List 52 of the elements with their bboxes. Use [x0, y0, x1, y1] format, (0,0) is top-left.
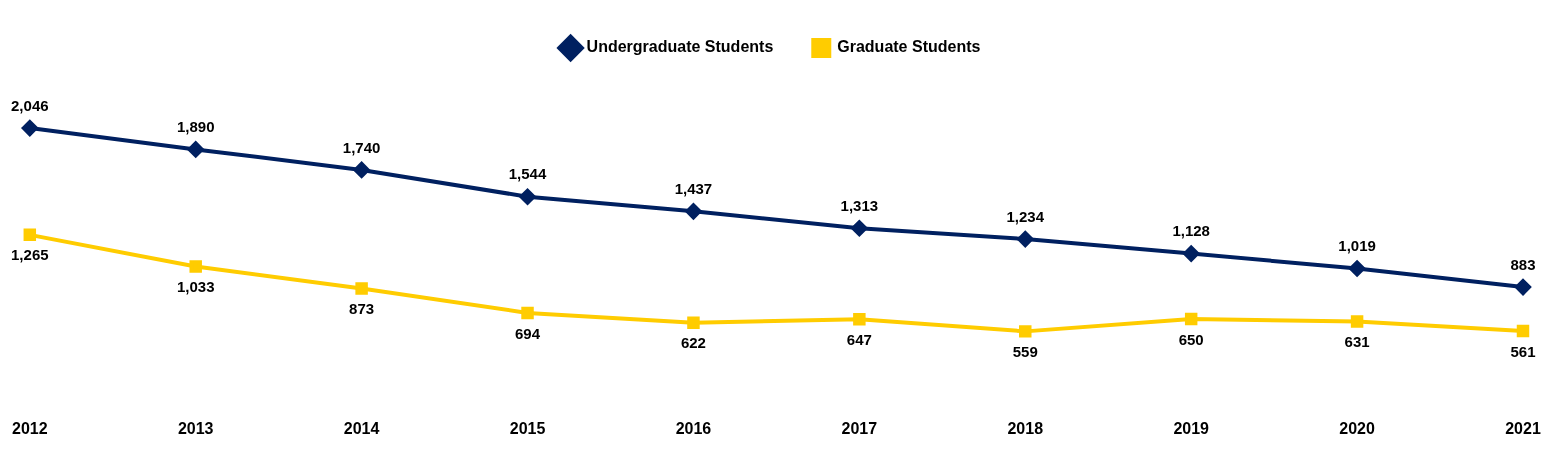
point: [1349, 260, 1366, 277]
data-label: 1,544: [508, 165, 547, 183]
data-label: 1,033: [176, 278, 215, 296]
point: [355, 282, 368, 295]
data-label: 1,313: [840, 196, 879, 214]
data-label: 631: [1344, 333, 1370, 351]
data-label: 1,740: [342, 138, 381, 156]
point: [189, 260, 202, 273]
point: [687, 316, 700, 329]
legend-label: Undergraduate Students: [586, 38, 774, 56]
point: [521, 306, 534, 320]
data-label: 622: [680, 334, 706, 352]
point: [685, 203, 702, 220]
point: [21, 120, 38, 137]
x-tick-label: 2020: [1339, 419, 1375, 437]
point: [23, 228, 37, 242]
point: [1515, 279, 1531, 296]
x-tick-label: 2017: [841, 419, 878, 437]
point: [353, 161, 370, 178]
data-label: 883: [1510, 255, 1536, 273]
x-tick-label: 2018: [1007, 419, 1044, 437]
point: [519, 188, 536, 205]
data-label: 559: [1012, 343, 1038, 361]
point: [1019, 325, 1032, 338]
data-label: 561: [1510, 342, 1536, 360]
data-label: 1,890: [176, 118, 215, 136]
legend-label: Graduate Students: [837, 38, 981, 56]
x-tick-label: 2013: [177, 419, 214, 437]
data-label: 2,046: [11, 96, 49, 114]
data-label: 1,265: [11, 246, 49, 264]
point: [853, 313, 866, 326]
point: [1350, 315, 1364, 328]
x-tick-label: 2015: [509, 419, 546, 437]
data-label: 873: [349, 300, 375, 318]
data-label: 694: [515, 324, 541, 342]
x-tick-label: 2012: [12, 419, 48, 437]
data-label: 1,234: [1006, 207, 1045, 225]
data-label: 1,128: [1172, 222, 1210, 240]
data-label: 1,019: [1338, 237, 1376, 255]
x-tick-label: 2019: [1173, 419, 1210, 437]
point: [1183, 245, 1200, 262]
x-tick-label: 2021: [1505, 419, 1541, 437]
point: [1516, 324, 1530, 338]
point: [187, 141, 204, 158]
x-tick-label: 2014: [343, 419, 380, 437]
point: [1017, 231, 1034, 248]
point: [1184, 312, 1198, 326]
data-label: 647: [846, 330, 872, 348]
x-tick-label: 2016: [675, 419, 712, 437]
data-label: 1,437: [674, 179, 713, 197]
point: [851, 220, 868, 237]
data-label: 650: [1178, 330, 1204, 348]
